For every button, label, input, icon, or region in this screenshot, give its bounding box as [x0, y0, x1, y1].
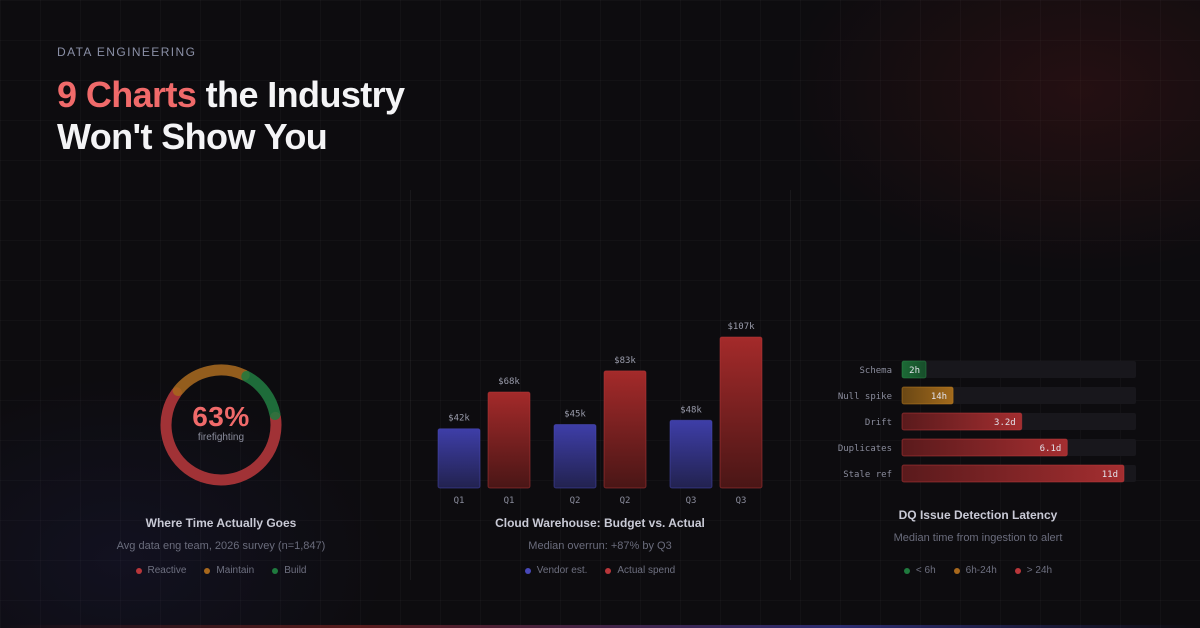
legend-label: 6h-24h	[965, 565, 997, 576]
legend-label: > 24h	[1026, 565, 1053, 576]
latency-track	[902, 361, 1136, 378]
latency-bar-stale-ref	[901, 464, 1125, 483]
bar-value-label: $48k	[680, 405, 702, 415]
latency-value-label: 14h	[931, 392, 947, 402]
legend-label: Vendor est.	[536, 565, 588, 576]
bar-category-label: Q1	[454, 496, 465, 506]
donut-center-label: firefighting	[197, 432, 245, 443]
bar-legend: Vendor est. Actual spend	[420, 565, 780, 576]
legend-item-build: Build	[272, 565, 306, 576]
legend-dot	[1014, 567, 1021, 574]
donut-slice-maintain	[160, 364, 282, 486]
bar-vendor-q3	[669, 419, 713, 489]
legend-dot	[605, 567, 612, 574]
legend-label: Build	[284, 565, 307, 576]
legend-dot	[204, 567, 211, 574]
latency-bar-duplicates	[901, 438, 1068, 457]
donut-slice-build	[160, 364, 282, 486]
bar-vendor-q2	[553, 423, 597, 489]
latency-category-label: Null spike	[838, 392, 892, 402]
latency-chart-title: DQ Issue Detection Latency	[898, 508, 1058, 522]
latency-value-label: 3.2d	[994, 418, 1016, 428]
latency-bar-schema	[901, 360, 927, 379]
legend-item-medium: 6h-24h	[953, 565, 997, 576]
legend-item-reactive: Reactive	[135, 565, 187, 576]
panel-divider	[790, 190, 791, 580]
title-line-2: Won't Show You	[57, 116, 328, 157]
bar-chart-subtitle: Median overrun: +87% by Q3	[528, 540, 672, 552]
bar-chart-title: Cloud Warehouse: Budget vs. Actual	[495, 516, 705, 530]
latency-track	[902, 387, 1136, 404]
page-title: 9 Charts the Industry Won't Show You	[57, 74, 405, 158]
bar-category-label: Q3	[736, 496, 747, 506]
latency-category-label: Drift	[865, 418, 892, 428]
legend-item-vendor: Vendor est.	[524, 565, 588, 576]
bar-value-label: $45k	[564, 409, 586, 419]
legend-label: Reactive	[147, 565, 187, 576]
bar-actual-q3	[719, 336, 763, 489]
bar-actual-q1	[487, 391, 531, 489]
legend-dot	[135, 567, 142, 574]
title-accent: 9 Charts	[57, 74, 197, 115]
bar-category-label: Q2	[570, 496, 581, 506]
legend-label: Actual spend	[617, 565, 676, 576]
eyebrow-label: DATA ENGINEERING	[57, 45, 197, 59]
latency-value-label: 11d	[1102, 470, 1118, 480]
latency-bar-drift	[901, 412, 1023, 431]
latency-value-label: 2h	[909, 366, 920, 376]
donut-legend: Reactive Maintain Build	[41, 565, 401, 576]
latency-legend: < 6h 6h-24h > 24h	[798, 565, 1158, 576]
legend-dot	[953, 567, 960, 574]
legend-item-actual: Actual spend	[605, 565, 675, 576]
bar-value-label: $83k	[614, 356, 636, 366]
legend-dot	[272, 567, 279, 574]
donut-chart-subtitle: Avg data eng team, 2026 survey (n=1,847)	[116, 540, 326, 552]
latency-category-label: Schema	[859, 366, 892, 376]
bar-actual-q2	[603, 370, 647, 489]
latency-category-label: Duplicates	[838, 444, 892, 454]
legend-dot	[524, 567, 531, 574]
legend-label: Maintain	[216, 565, 255, 576]
donut-center: 63% firefighting	[161, 401, 281, 443]
latency-category-label: Stale ref	[843, 470, 892, 480]
panel-divider	[410, 190, 411, 580]
bar-value-label: $107k	[727, 322, 755, 332]
legend-item-fast: < 6h	[903, 565, 936, 576]
bar-vendor-q1	[437, 428, 481, 489]
bottom-accent-line	[0, 625, 1200, 628]
title-rest: the Industry	[196, 74, 405, 115]
legend-dot	[903, 567, 910, 574]
bar-category-label: Q3	[686, 496, 697, 506]
bar-value-label: $42k	[448, 414, 470, 424]
legend-item-slow: > 24h	[1014, 565, 1053, 576]
legend-item-maintain: Maintain	[204, 565, 254, 576]
latency-bar-null-spike	[901, 386, 954, 405]
donut-center-value: 63%	[192, 401, 250, 432]
latency-chart-subtitle: Median time from ingestion to alert	[893, 532, 1063, 544]
bar-category-label: Q2	[620, 496, 631, 506]
donut-chart-title: Where Time Actually Goes	[145, 516, 297, 530]
bar-category-label: Q1	[504, 496, 515, 506]
bar-value-label: $68k	[498, 377, 520, 387]
legend-label: < 6h	[915, 565, 936, 576]
latency-value-label: 6.1d	[1040, 444, 1062, 454]
